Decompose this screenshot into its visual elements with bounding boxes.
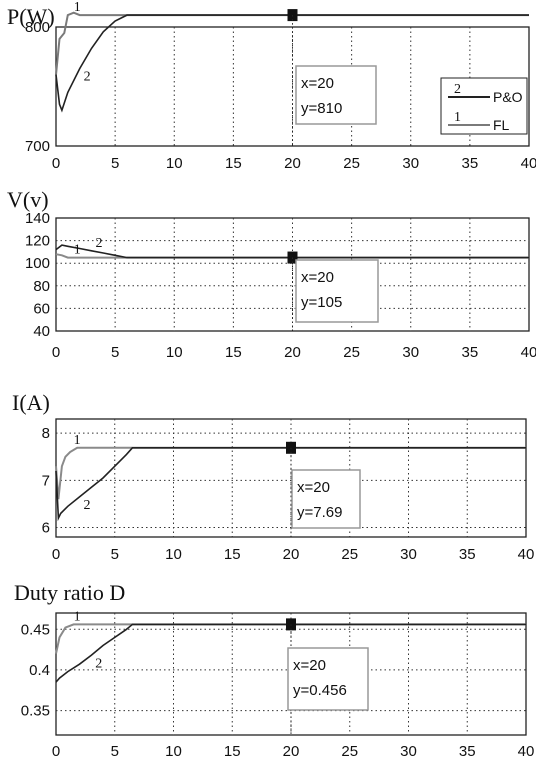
- x-tick-label: 10: [165, 546, 182, 563]
- y-tick-label: 0.4: [29, 662, 50, 679]
- annotation-y: y=105: [301, 294, 342, 311]
- x-tick-label: 5: [111, 743, 119, 760]
- series-label-1: 1: [74, 609, 81, 624]
- legend-label: FL: [493, 117, 510, 133]
- annotation-box: [295, 259, 379, 323]
- annotation-box: [291, 469, 361, 529]
- x-tick-label: 35: [462, 155, 479, 172]
- legend-number: 1: [454, 110, 461, 125]
- annotation-x: x=20: [301, 75, 334, 92]
- x-tick-label: 5: [111, 155, 119, 172]
- y-tick-label: 120: [25, 233, 50, 250]
- x-tick-label: 30: [400, 743, 417, 760]
- y-tick-label: 7: [42, 472, 50, 489]
- series-line-2: [55, 446, 526, 522]
- x-tick-label: 20: [283, 546, 300, 563]
- y-tick-label: 80: [33, 278, 50, 295]
- x-tick-label: 0: [52, 743, 60, 760]
- annotation-box: [295, 65, 377, 125]
- annotation-y: y=7.69: [297, 504, 342, 521]
- x-tick-label: 20: [283, 743, 300, 760]
- series-line-1: [55, 446, 526, 500]
- x-tick-label: 5: [111, 546, 119, 563]
- series-label-2: 2: [95, 236, 102, 251]
- annotation-x: x=20: [297, 479, 330, 496]
- x-tick-label: 40: [518, 743, 535, 760]
- x-tick-label: 10: [166, 155, 183, 172]
- x-tick-label: 35: [462, 344, 479, 361]
- x-tick-label: 20: [284, 344, 301, 361]
- y-tick-label: 40: [33, 323, 50, 340]
- legend-number: 2: [454, 82, 461, 97]
- series-label-1: 1: [74, 243, 81, 258]
- annotation-x: x=20: [301, 269, 334, 286]
- annotation-y: y=810: [301, 100, 342, 117]
- x-tick-label: 20: [284, 155, 301, 172]
- x-tick-label: 35: [459, 546, 476, 563]
- series-label-2: 2: [84, 498, 91, 513]
- x-tick-label: 40: [521, 155, 536, 172]
- chart-panel-1: P(W) 0 5 10 15 20 25 30 35 40 800 700 1 2 x=20 y=810 2 P&…: [7, 0, 536, 172]
- x-tick-label: 25: [343, 155, 360, 172]
- series-label-2: 2: [95, 656, 102, 671]
- x-tick-label: 35: [459, 743, 476, 760]
- chart-panel-2: V(v) 0 5 10 15 20 25 30 35 40 140 120 100 80 60 40 1 2 x=2…: [7, 187, 536, 361]
- chart-title: P(W): [7, 4, 55, 29]
- x-tick-label: 25: [341, 546, 358, 563]
- y-tick-label: 8: [42, 425, 50, 442]
- y-tick-label: 800: [25, 19, 50, 36]
- x-tick-label: 30: [402, 344, 419, 361]
- x-tick-label: 15: [225, 344, 242, 361]
- chart-title: I(A): [12, 390, 50, 415]
- chart-panel-4: Duty ratio D 0 5 10 15 20 25 30 35 40 0.45 0.4 0.35 1…: [14, 580, 534, 760]
- legend-label: P&O: [493, 89, 523, 105]
- x-tick-label: 40: [521, 344, 536, 361]
- series-label-1: 1: [74, 433, 81, 448]
- chart-title: V(v): [7, 187, 49, 212]
- chart-title: Duty ratio D: [14, 580, 125, 605]
- x-tick-label: 10: [166, 344, 183, 361]
- x-tick-label: 15: [225, 155, 242, 172]
- series-label-1: 1: [74, 0, 81, 15]
- y-tick-label: 6: [42, 520, 50, 537]
- y-tick-label: 100: [25, 255, 50, 272]
- series-line-2: [55, 14, 529, 113]
- x-tick-label: 40: [518, 546, 535, 563]
- x-tick-label: 15: [224, 743, 241, 760]
- x-tick-label: 25: [343, 344, 360, 361]
- x-tick-label: 0: [52, 546, 60, 563]
- series-line-1: [55, 11, 529, 75]
- series-line-2: [55, 244, 529, 259]
- legend: 2 P&O 1 FL: [440, 77, 528, 135]
- x-tick-label: 30: [400, 546, 417, 563]
- x-tick-label: 15: [224, 546, 241, 563]
- x-tick-label: 30: [402, 155, 419, 172]
- annotation-x: x=20: [293, 657, 326, 674]
- y-tick-label: 60: [33, 300, 50, 317]
- x-tick-label: 10: [165, 743, 182, 760]
- series-line-2: [55, 623, 526, 683]
- y-tick-label: 140: [25, 210, 50, 227]
- cursor-marker: [287, 9, 298, 22]
- x-tick-label: 5: [111, 344, 119, 361]
- series-label-2: 2: [84, 70, 91, 85]
- annotation-y: y=0.456: [293, 682, 347, 699]
- x-tick-label: 25: [341, 743, 358, 760]
- y-tick-label: 0.45: [21, 621, 50, 638]
- annotation-box: [287, 647, 369, 711]
- x-tick-label: 0: [52, 155, 60, 172]
- y-tick-label: 700: [25, 138, 50, 155]
- x-tick-label: 0: [52, 344, 60, 361]
- chart-panel-3: I(A) 0 5 10 15 20 25 30 35 40 8 7 6 1 2 x=20 y=7.69: [12, 390, 534, 563]
- y-tick-label: 0.35: [21, 703, 50, 720]
